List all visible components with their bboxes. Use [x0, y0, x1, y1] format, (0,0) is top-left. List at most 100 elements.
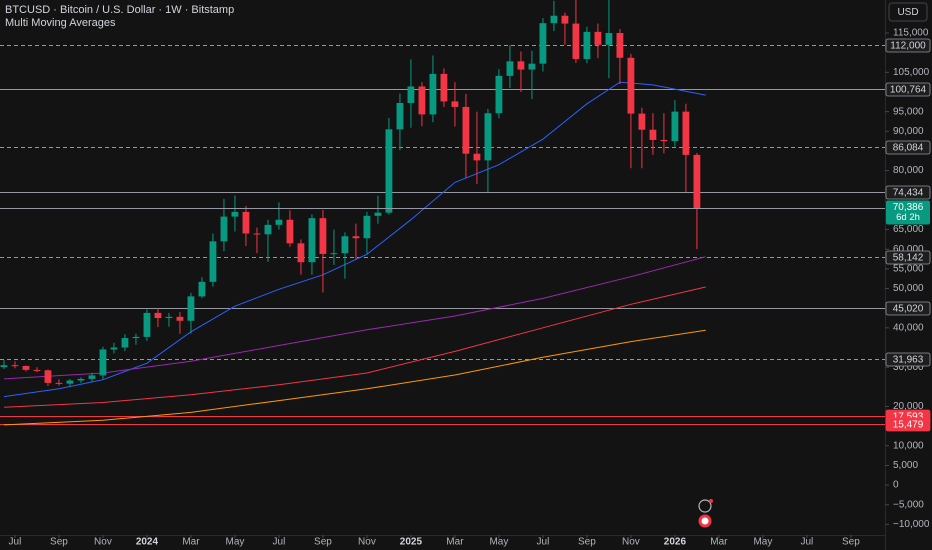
x-tick-label: Jul: [537, 537, 550, 548]
candle-body: [616, 33, 624, 58]
candle-body: [198, 281, 206, 297]
level-label: 86,084: [893, 143, 924, 154]
candle-body: [638, 113, 646, 130]
x-tick-label: Jul: [9, 537, 22, 548]
x-tick-label: Sep: [578, 537, 596, 548]
y-tick-label: 5,000: [893, 460, 918, 471]
x-tick-label: Jul: [273, 537, 286, 548]
symbol-title: BTCUSD · Bitcoin / U.S. Dollar · 1W · Bi…: [5, 4, 234, 16]
y-tick-label: 20,000: [893, 401, 924, 412]
candle-body: [385, 129, 393, 213]
candle-body: [682, 111, 690, 155]
level-label-box: [885, 185, 931, 200]
candle-body: [66, 380, 74, 384]
y-tick-label: 60,000: [893, 244, 924, 255]
level-label-box: [885, 38, 931, 53]
y-tick-label: 95,000: [893, 106, 924, 117]
candle-body: [330, 253, 338, 255]
candle-body: [242, 211, 250, 234]
axes: 115,000 105,000 95,000 90,000 80,000 65,000 60…: [9, 28, 930, 548]
candle-body: [440, 73, 448, 102]
candle-body: [308, 218, 316, 263]
x-tick-label: May: [753, 537, 772, 548]
candle-body: [121, 338, 129, 348]
x-tick-label: Mar: [182, 537, 200, 548]
candle-body: [33, 369, 41, 371]
currency-button-label[interactable]: USD: [897, 7, 918, 18]
indicator-name: Multi Moving Averages: [5, 17, 116, 29]
candle-body: [319, 218, 327, 254]
plot-area: [0, 0, 885, 426]
level-label: 45,020: [893, 304, 924, 315]
y-tick-label: 115,000: [893, 28, 929, 39]
candle-body: [275, 219, 283, 225]
candle-body: [11, 365, 19, 367]
x-tick-label: Sep: [50, 537, 68, 548]
moving-average-line: [3, 329, 706, 426]
level-label-box: [885, 140, 931, 155]
candle-body: [627, 57, 635, 114]
candle-body: [594, 31, 602, 45]
candle-body: [407, 86, 415, 103]
candle-body: [429, 73, 437, 115]
last-price-box: [886, 200, 930, 225]
candle-body: [22, 365, 30, 370]
candle-body: [110, 347, 118, 350]
last-price-label: 70,386: [893, 202, 924, 213]
candle-body: [341, 236, 349, 254]
candle-body: [297, 243, 305, 263]
candle-body: [77, 378, 85, 381]
y-tick-label: 55,000: [893, 264, 924, 275]
candle-body: [187, 296, 195, 321]
y-tick-label: 105,000: [893, 67, 930, 78]
level-label-box: [885, 352, 931, 367]
candle-body: [572, 23, 580, 59]
y-tick-label: 50,000: [893, 283, 924, 294]
candle-body: [99, 349, 107, 376]
candle-body: [506, 61, 514, 76]
candle-body: [418, 86, 426, 115]
countdown-label: 6d 2h: [896, 212, 920, 223]
x-tick-label: Jul: [801, 537, 814, 548]
y-tick-label: 40,000: [893, 322, 924, 333]
candle-body: [286, 219, 294, 244]
x-tick-label: May: [489, 537, 508, 548]
candle-body: [176, 316, 184, 321]
candle-body: [451, 101, 459, 107]
candle-body: [253, 233, 261, 235]
level-label: 15,479: [893, 420, 924, 431]
candle-body: [528, 63, 536, 70]
y-tick-label: 30,000: [893, 362, 924, 373]
x-tick-label: May: [225, 537, 244, 548]
y-tick-label: −5,000: [893, 499, 924, 510]
level-label-box: [885, 250, 931, 265]
candle-body: [462, 106, 470, 154]
icon: [698, 499, 712, 513]
candle-body: [561, 15, 569, 24]
candle-body: [374, 212, 382, 216]
y-tick-label: 65,000: [893, 224, 924, 235]
level-label: 58,142: [893, 253, 924, 264]
icon: [709, 499, 713, 503]
level-label: 74,434: [893, 188, 924, 199]
candle-body: [363, 215, 371, 239]
candle-body: [495, 75, 503, 114]
candle-body: [517, 61, 525, 70]
price-labels: 112,000 100,764 86,084 74,434 58,142 45,020 31…: [885, 38, 931, 432]
level-label: 100,764: [890, 85, 927, 96]
candle-body: [154, 312, 162, 319]
candle-body: [264, 224, 272, 235]
candle-body: [143, 312, 151, 337]
candle-body: [88, 375, 96, 379]
moving-average-line: [3, 256, 706, 380]
moving-average-line: [3, 286, 706, 408]
currency-button[interactable]: [888, 2, 928, 22]
y-tick-label: −10,000: [893, 519, 930, 530]
level-label-box: [885, 417, 931, 432]
candle-body: [550, 15, 558, 24]
candle-body: [55, 382, 63, 384]
alert-icons: [698, 499, 713, 528]
candle-body: [693, 154, 701, 209]
